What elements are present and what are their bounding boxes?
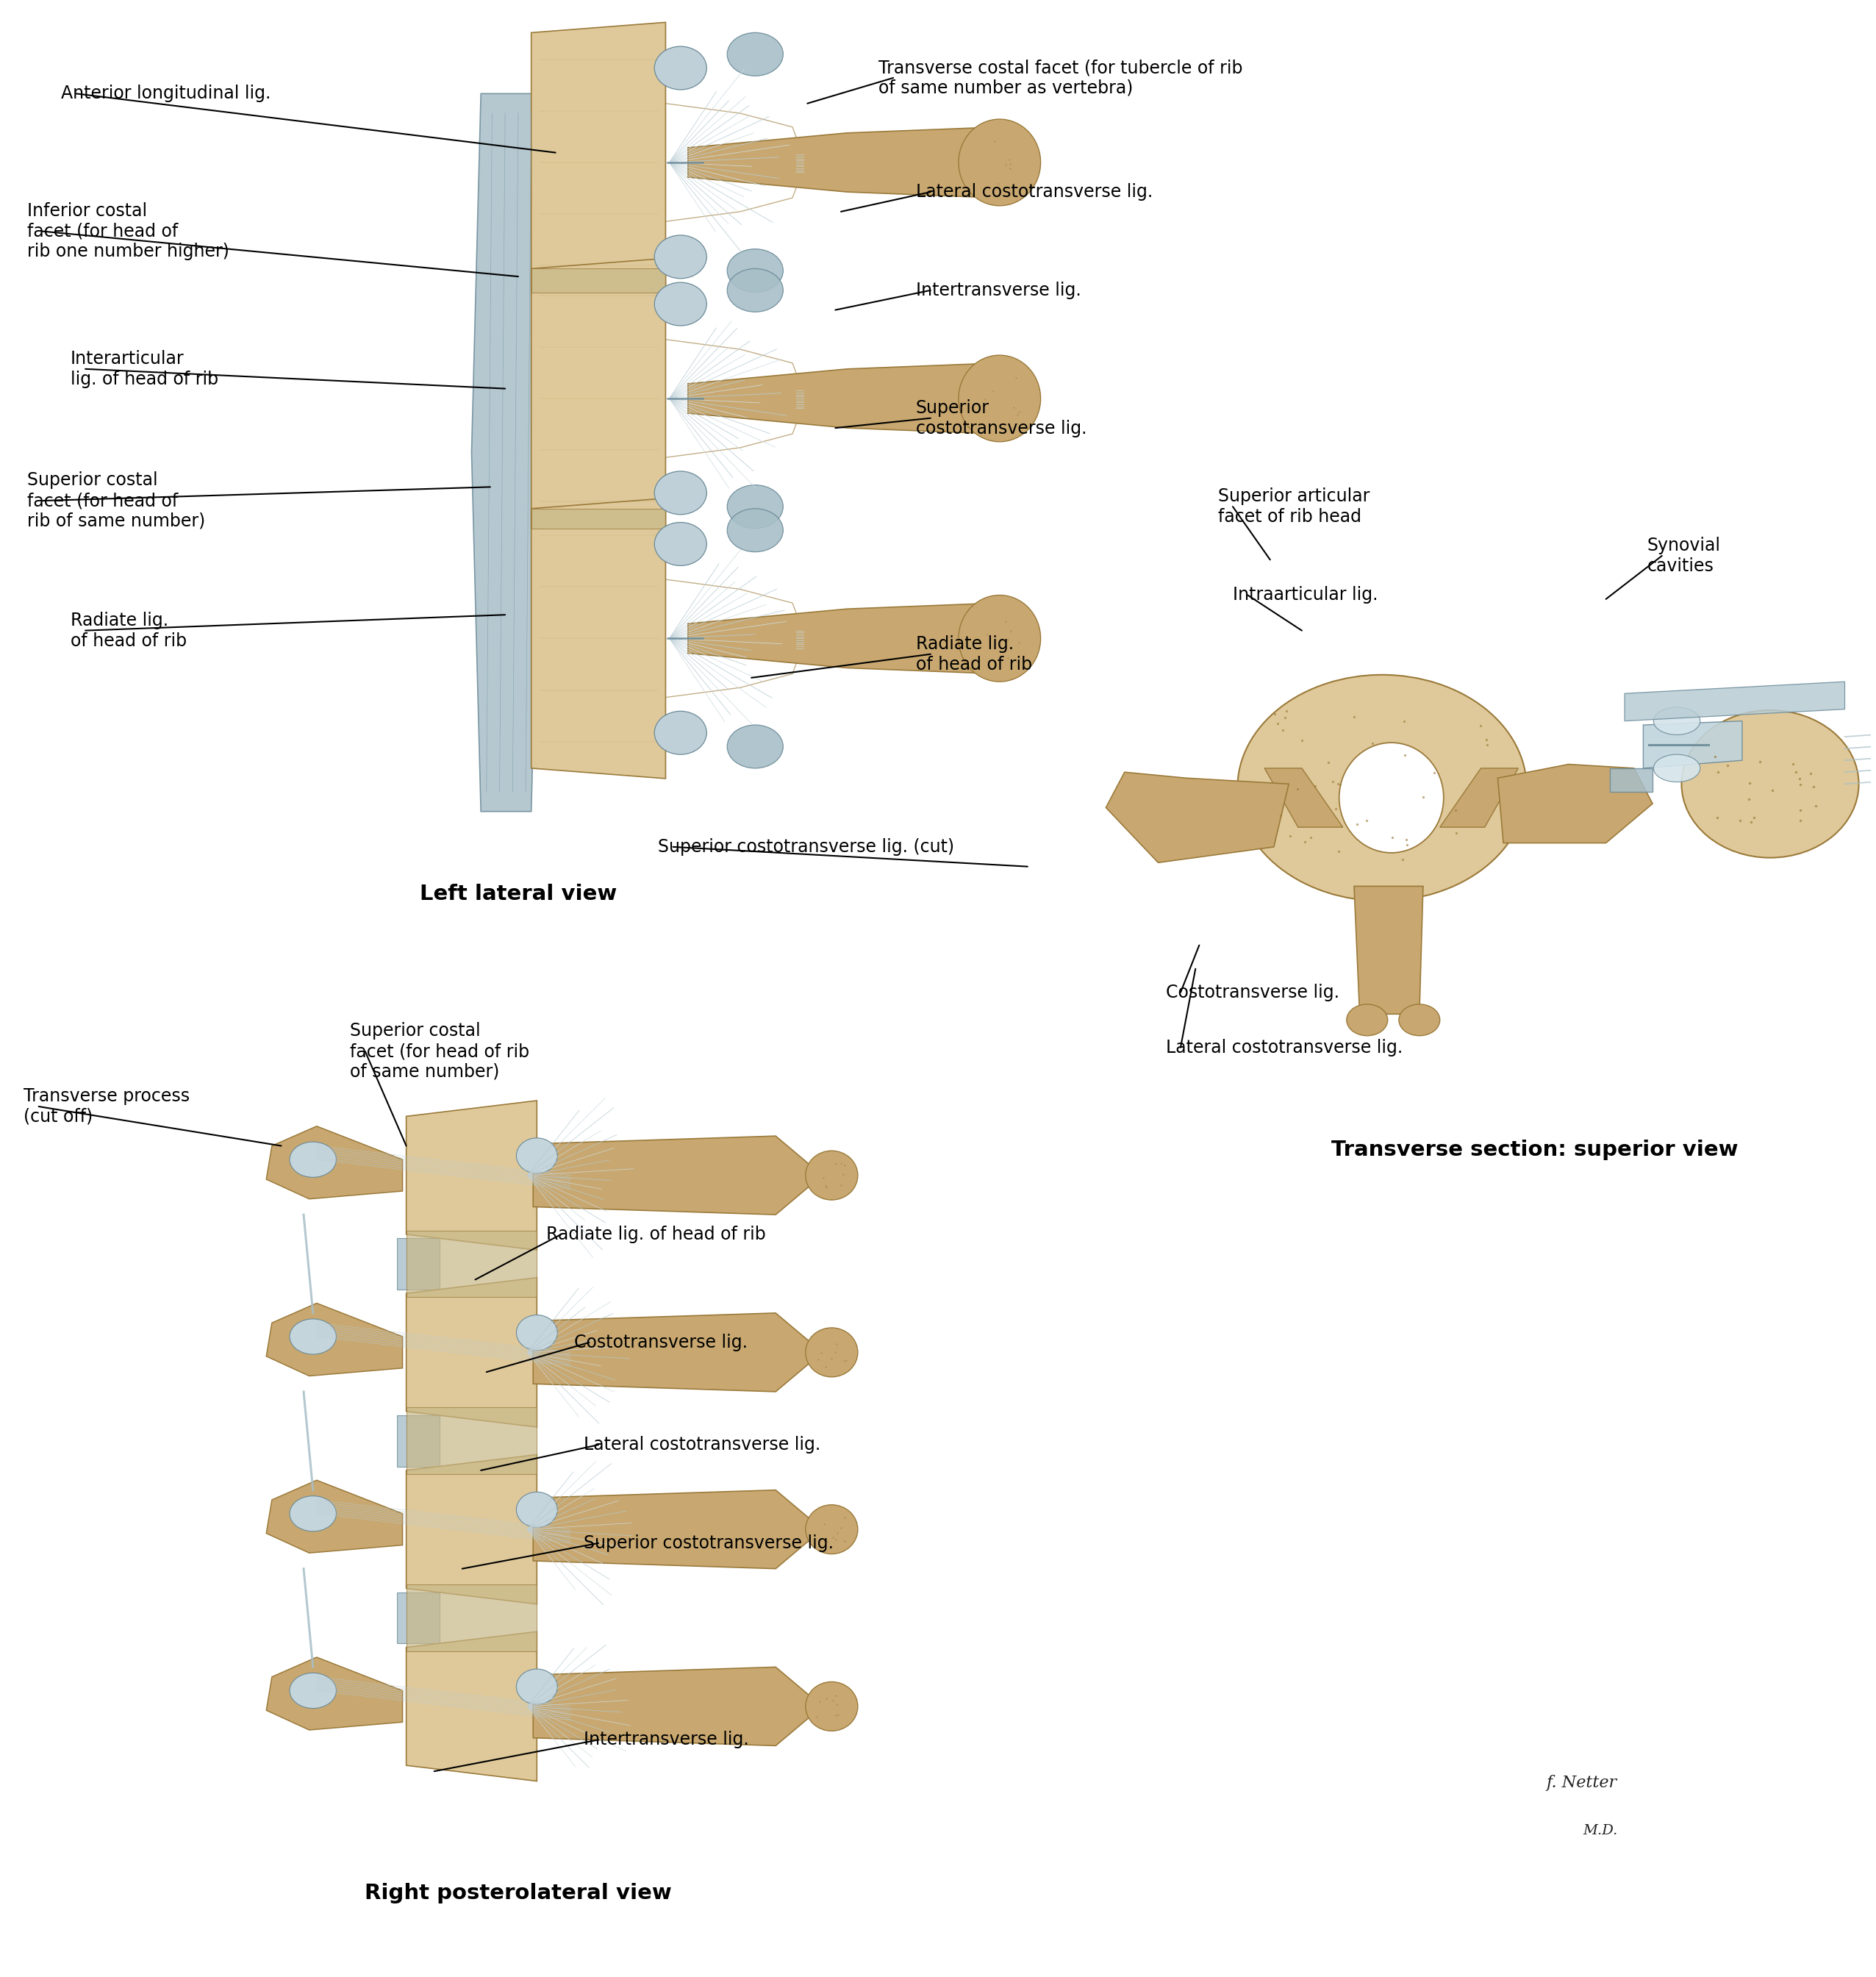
Text: Costotransverse lig.: Costotransverse lig. — [574, 1334, 749, 1352]
Ellipse shape — [289, 1497, 336, 1532]
Polygon shape — [1354, 886, 1424, 1014]
Polygon shape — [266, 1481, 403, 1554]
Polygon shape — [1610, 769, 1653, 793]
Circle shape — [959, 595, 1041, 682]
Polygon shape — [398, 1416, 439, 1467]
Polygon shape — [533, 1491, 822, 1568]
Polygon shape — [688, 603, 977, 672]
Ellipse shape — [655, 283, 707, 326]
Polygon shape — [1625, 682, 1844, 722]
Polygon shape — [407, 1631, 537, 1781]
Ellipse shape — [805, 1329, 857, 1376]
Ellipse shape — [655, 235, 707, 279]
Polygon shape — [407, 1584, 537, 1651]
Text: Interarticular
lig. of head of rib: Interarticular lig. of head of rib — [71, 350, 218, 387]
Text: Superior costal
facet (for head of
rib of same number): Superior costal facet (for head of rib o… — [28, 471, 206, 530]
Ellipse shape — [728, 508, 782, 552]
Text: Inferior costal
facet (for head of
rib one number higher): Inferior costal facet (for head of rib o… — [28, 202, 229, 261]
Text: Intertransverse lig.: Intertransverse lig. — [915, 281, 1081, 299]
Ellipse shape — [655, 471, 707, 514]
Ellipse shape — [289, 1143, 336, 1178]
Polygon shape — [407, 1230, 537, 1297]
Ellipse shape — [728, 249, 782, 293]
Text: Costotransverse lig.: Costotransverse lig. — [1165, 985, 1339, 1000]
Polygon shape — [1264, 769, 1343, 826]
Text: Superior costotransverse lig. (cut): Superior costotransverse lig. (cut) — [658, 838, 955, 856]
Ellipse shape — [728, 484, 782, 528]
Text: Radiate lig. of head of rib: Radiate lig. of head of rib — [546, 1226, 765, 1244]
Circle shape — [959, 356, 1041, 441]
Ellipse shape — [728, 726, 782, 769]
Text: Right posterolateral view: Right posterolateral view — [364, 1882, 672, 1904]
Text: Left lateral view: Left lateral view — [420, 884, 617, 903]
Text: Synovial
cavities: Synovial cavities — [1647, 538, 1720, 575]
Polygon shape — [407, 1455, 537, 1603]
Text: Superior costotransverse lig.: Superior costotransverse lig. — [583, 1534, 833, 1552]
Ellipse shape — [805, 1682, 857, 1732]
Polygon shape — [1441, 769, 1518, 826]
Polygon shape — [471, 93, 540, 811]
Ellipse shape — [516, 1315, 557, 1350]
Text: Intertransverse lig.: Intertransverse lig. — [583, 1732, 749, 1748]
Text: Superior costal
facet (for head of rib
of same number): Superior costal facet (for head of rib o… — [351, 1022, 529, 1081]
Text: Lateral costotransverse lig.: Lateral costotransverse lig. — [915, 184, 1152, 202]
Ellipse shape — [289, 1319, 336, 1354]
Text: Superior articular
facet of rib head: Superior articular facet of rib head — [1218, 488, 1369, 526]
Ellipse shape — [1347, 1004, 1388, 1036]
Polygon shape — [407, 1408, 537, 1475]
Text: M.D.: M.D. — [1583, 1825, 1617, 1837]
Ellipse shape — [655, 522, 707, 565]
Text: Radiate lig.
of head of rib: Radiate lig. of head of rib — [71, 611, 186, 650]
Polygon shape — [531, 498, 666, 779]
Text: Radiate lig.
of head of rib: Radiate lig. of head of rib — [915, 635, 1032, 674]
Ellipse shape — [289, 1673, 336, 1708]
Text: Anterior longitudinal lig.: Anterior longitudinal lig. — [62, 85, 270, 103]
Polygon shape — [266, 1127, 403, 1198]
Ellipse shape — [805, 1504, 857, 1554]
Text: Transverse costal facet (for tubercle of rib
of same number as vertebra): Transverse costal facet (for tubercle of… — [878, 59, 1242, 97]
Circle shape — [959, 119, 1041, 206]
Text: Lateral costotransverse lig.: Lateral costotransverse lig. — [583, 1435, 820, 1453]
Ellipse shape — [655, 45, 707, 89]
Text: Transverse section: superior view: Transverse section: superior view — [1332, 1139, 1739, 1160]
Polygon shape — [688, 364, 977, 433]
Ellipse shape — [516, 1139, 557, 1174]
Ellipse shape — [1653, 708, 1700, 735]
Polygon shape — [531, 508, 666, 528]
Text: Transverse process
(cut off): Transverse process (cut off) — [24, 1087, 189, 1125]
Circle shape — [1339, 743, 1445, 852]
Polygon shape — [398, 1591, 439, 1643]
Polygon shape — [266, 1657, 403, 1730]
Polygon shape — [407, 1101, 537, 1249]
Polygon shape — [1643, 722, 1743, 769]
Polygon shape — [398, 1238, 439, 1289]
Polygon shape — [407, 1277, 537, 1427]
Ellipse shape — [1238, 674, 1527, 902]
Ellipse shape — [655, 712, 707, 755]
Polygon shape — [1497, 765, 1653, 842]
Ellipse shape — [728, 34, 782, 75]
Polygon shape — [531, 269, 666, 293]
Text: f. Netter: f. Netter — [1546, 1775, 1617, 1791]
Polygon shape — [1107, 773, 1289, 862]
Ellipse shape — [1653, 755, 1700, 783]
Polygon shape — [533, 1667, 822, 1746]
Ellipse shape — [516, 1669, 557, 1704]
Polygon shape — [531, 259, 666, 538]
Polygon shape — [266, 1303, 403, 1376]
Ellipse shape — [728, 269, 782, 312]
Polygon shape — [531, 22, 666, 302]
Ellipse shape — [1681, 710, 1859, 858]
Ellipse shape — [516, 1493, 557, 1528]
Text: Superior
costotransverse lig.: Superior costotransverse lig. — [915, 399, 1086, 437]
Polygon shape — [533, 1137, 822, 1214]
Polygon shape — [688, 129, 977, 198]
Ellipse shape — [1399, 1004, 1441, 1036]
Ellipse shape — [805, 1151, 857, 1200]
Text: Intraarticular lig.: Intraarticular lig. — [1233, 587, 1379, 603]
Text: Lateral costotransverse lig.: Lateral costotransverse lig. — [1165, 1038, 1403, 1056]
Polygon shape — [533, 1313, 822, 1392]
